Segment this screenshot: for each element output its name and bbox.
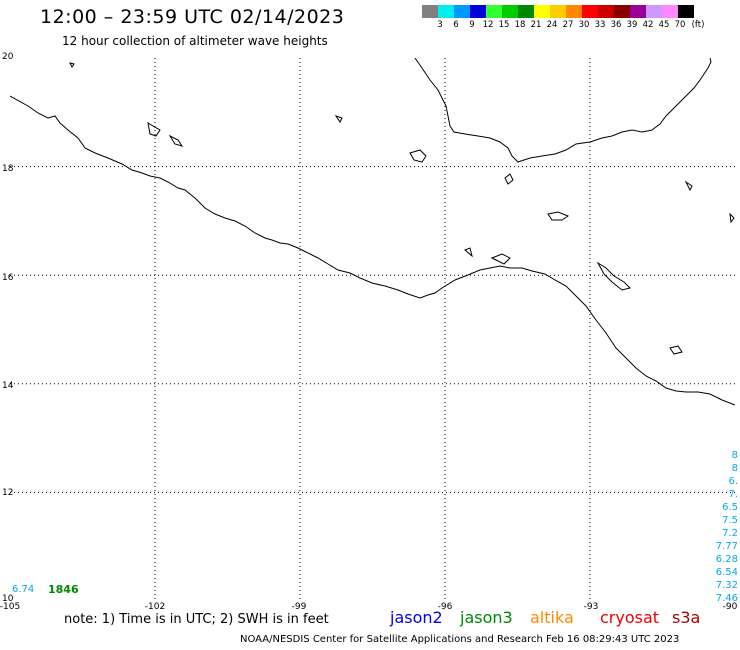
- satellite-s3a: s3a: [672, 608, 701, 627]
- lake-1: [409, 149, 427, 163]
- swh-reading: 6.: [728, 476, 738, 487]
- legend-label: 70: [674, 20, 686, 30]
- legend-label: 3: [437, 20, 443, 30]
- lake-5: [596, 261, 631, 291]
- legend-swatch: [534, 5, 550, 18]
- legend-swatch: [678, 5, 694, 18]
- swh-reading: 7.46: [715, 593, 738, 604]
- legend-unit: (ft): [691, 20, 705, 30]
- legend-swatch: [502, 5, 518, 18]
- swh-reading: 7.32: [715, 580, 738, 591]
- island-revillagigedo: [147, 122, 161, 137]
- legend-swatch: [422, 5, 438, 18]
- islet-3: [729, 212, 735, 224]
- islet-1: [334, 115, 343, 123]
- island-west: [168, 134, 184, 147]
- swh-reading: 6.5: [722, 502, 738, 513]
- credit-line: NOAA/NESDIS Center for Satellite Applica…: [240, 634, 680, 645]
- swh-reading: 8: [731, 463, 738, 474]
- legend-swatch: [630, 5, 646, 18]
- legend-swatch: [486, 5, 502, 18]
- lat-label-14: 14: [2, 381, 14, 391]
- lake-4: [490, 253, 511, 265]
- satellite-jason3: jason3: [460, 608, 513, 627]
- legend-swatch: [550, 5, 566, 18]
- pacific-coastline: [10, 95, 735, 406]
- footer-note: note: 1) Time is in UTC; 2) SWH is in fe…: [64, 612, 329, 627]
- legend-labels: 3 6 9 12 15 18 21 24 27 30 33 36 39 42 45 70 (ft): [422, 18, 704, 32]
- satellite-cryosat: cryosat: [600, 608, 660, 627]
- lon-label-90: -90: [722, 602, 738, 612]
- legend-swatches: [422, 5, 694, 18]
- lat-label-12: 12: [2, 488, 14, 498]
- swh-reading: 7.: [728, 489, 738, 500]
- lat-label-16: 16: [2, 273, 14, 283]
- legend-label: 24: [546, 20, 558, 30]
- legend-label: 21: [530, 20, 542, 30]
- satellite-jason2: jason2: [390, 608, 443, 627]
- legend-swatch: [470, 5, 486, 18]
- legend-label: 39: [626, 20, 638, 30]
- lake-3: [547, 211, 570, 221]
- lon-label-105: -105: [0, 602, 21, 612]
- legend-label: 18: [514, 20, 526, 30]
- legend-label: 45: [658, 20, 670, 30]
- swh-reading-left: 6.74: [12, 584, 35, 595]
- lat-label-18: 18: [2, 164, 14, 174]
- legend-swatch: [566, 5, 582, 18]
- lon-label-93: -93: [583, 602, 599, 612]
- swh-reading: 8: [731, 450, 738, 461]
- graticule: [10, 58, 735, 601]
- swh-reading: 6.28: [715, 554, 738, 565]
- lon-label-99: -99: [291, 602, 307, 612]
- legend-swatch: [646, 5, 662, 18]
- legend-label: 9: [469, 20, 475, 30]
- swh-reading: 6.54: [715, 567, 738, 578]
- lat-label-20: 20: [2, 52, 14, 62]
- legend-swatch: [438, 5, 454, 18]
- map-background: [10, 58, 735, 601]
- lon-label-96: -96: [437, 602, 453, 612]
- legend-swatch: [614, 5, 630, 18]
- legend-swatch: [518, 5, 534, 18]
- legend-label: 30: [578, 20, 590, 30]
- islet-4: [69, 62, 75, 68]
- map-subtitle: 12 hour collection of altimeter wave hei…: [62, 34, 328, 48]
- satellite-altika: altika: [530, 608, 574, 627]
- map-title: 12:00 – 23:59 UTC 02/14/2023: [40, 6, 345, 28]
- legend-swatch: [454, 5, 470, 18]
- lon-label-102: -102: [144, 602, 166, 612]
- legend-label: 42: [642, 20, 654, 30]
- gulf-coastline: [414, 58, 712, 163]
- swh-reading: 7.77: [715, 541, 738, 552]
- swh-reading: 7.5: [722, 515, 738, 526]
- legend-label: 33: [594, 20, 606, 30]
- legend-label: 15: [498, 20, 510, 30]
- lake-6: [669, 345, 683, 355]
- wave-height-map[interactable]: [10, 58, 735, 601]
- lake-2: [504, 173, 514, 185]
- legend-label: 12: [482, 20, 494, 30]
- lake-7: [464, 247, 473, 258]
- lat-label-10: 10: [2, 594, 14, 604]
- coastline: [10, 58, 735, 406]
- map-canvas: [10, 58, 735, 601]
- pass-time-left: 1846: [48, 583, 79, 596]
- legend-label: 36: [610, 20, 622, 30]
- legend-label: 27: [562, 20, 574, 30]
- swh-reading: 7.2: [722, 528, 738, 539]
- legend-swatch: [662, 5, 678, 18]
- islet-2: [684, 180, 693, 192]
- legend-swatch: [598, 5, 614, 18]
- legend-swatch: [582, 5, 598, 18]
- color-legend: 3 6 9 12 15 18 21 24 27 30 33 36 39 42 45 70 (ft): [422, 5, 704, 32]
- legend-label: 6: [453, 20, 459, 30]
